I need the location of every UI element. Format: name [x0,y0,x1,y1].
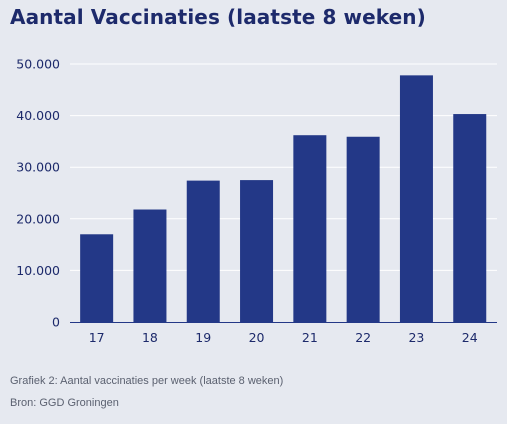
x-tick-label: 24 [462,330,478,345]
bar [399,75,433,323]
y-tick-label: 50.000 [16,57,60,72]
y-tick-label: 40.000 [16,108,60,123]
x-tick-label: 17 [89,330,105,345]
x-tick-label: 18 [142,330,158,345]
bar [133,209,167,322]
bar [453,114,487,322]
bar [186,180,220,322]
x-tick-label: 20 [249,330,265,345]
x-axis-tick-labels: 17 18 19 20 21 22 23 24 [89,330,478,345]
bar [80,234,114,322]
bar [240,180,274,322]
y-axis-tick-labels: 0 10.000 20.000 30.000 40.000 50.000 [16,57,60,330]
source-note: Bron: GGD Groningen [10,397,119,409]
y-tick-label: 20.000 [16,211,60,226]
y-tick-label: 10.000 [16,263,60,278]
x-tick-label: 23 [408,330,424,345]
bars [80,75,487,323]
x-tick-label: 22 [355,330,371,345]
y-tick-label: 0 [52,315,60,330]
x-tick-label: 21 [302,330,318,345]
bar [293,135,327,322]
bar [346,136,380,322]
chart-caption: Grafiek 2: Aantal vaccinaties per week (… [10,375,284,387]
chart-title: Aantal Vaccinaties (laatste 8 weken) [10,5,426,29]
y-tick-label: 30.000 [16,160,60,175]
x-tick-label: 19 [195,330,211,345]
